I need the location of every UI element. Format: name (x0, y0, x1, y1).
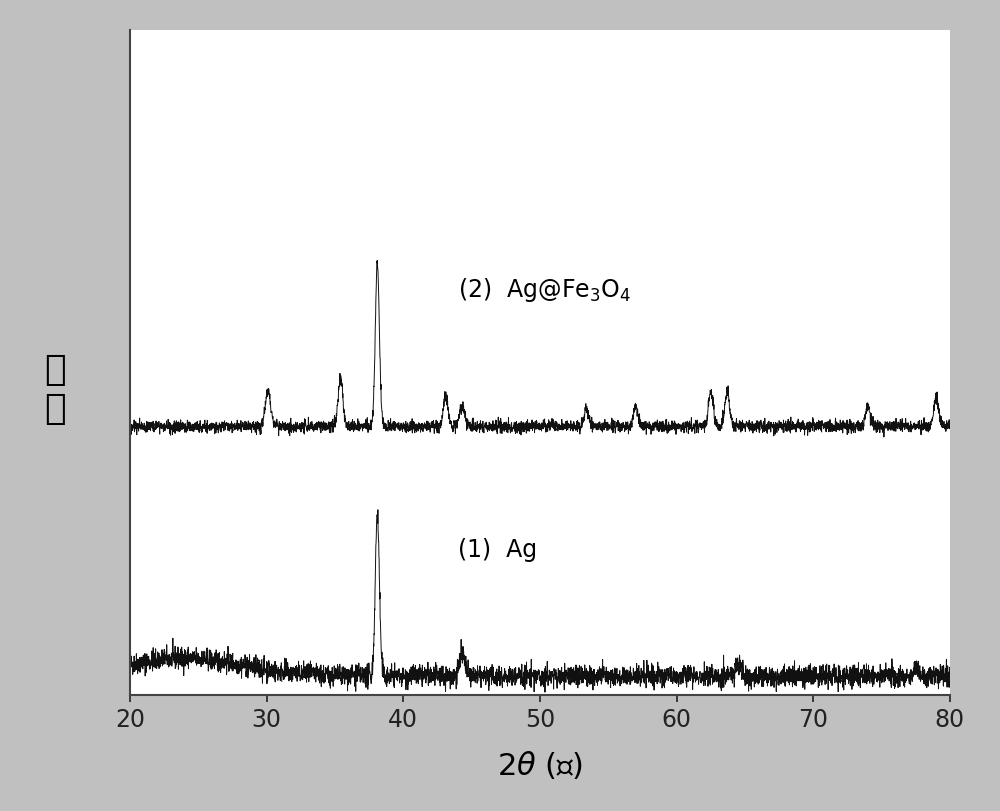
Text: 强
度: 强 度 (44, 353, 66, 426)
X-axis label: $2\theta$ (度): $2\theta$ (度) (497, 748, 583, 780)
Text: (2)  Ag@Fe$_3$O$_4$: (2) Ag@Fe$_3$O$_4$ (458, 276, 631, 304)
Text: (1)  Ag: (1) Ag (458, 538, 537, 562)
